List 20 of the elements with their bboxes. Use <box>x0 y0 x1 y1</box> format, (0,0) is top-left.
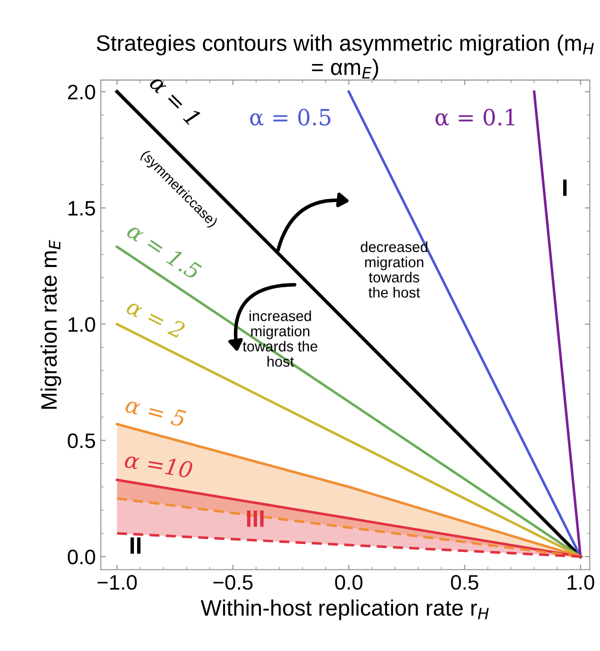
series-label: α = 0.1 <box>436 108 514 126</box>
text: α =10 <box>124 450 193 478</box>
y-tick-label: 1.5 <box>68 201 96 216</box>
y-tick-label: 1.0 <box>68 317 96 332</box>
y-tick-label: 2.0 <box>68 84 96 100</box>
x-tick-label: −0.5 <box>213 575 253 590</box>
series-label: α = 0.5 <box>250 108 330 126</box>
x-axis-title: Within-host replication rate r$_{H}$ <box>200 599 489 620</box>
annotation: II <box>130 537 140 554</box>
x-tick-label: 0.5 <box>450 575 478 590</box>
text: α = 5 <box>124 396 186 428</box>
x-tick-label: 1.0 <box>568 575 594 590</box>
text: α = 1.5 <box>126 221 202 280</box>
annotation: I <box>563 180 567 196</box>
x-tick-label: −1.0 <box>97 575 137 590</box>
y-tick-label: 0.0 <box>68 550 96 564</box>
x-tick-label: 0.0 <box>335 575 362 590</box>
text: α = 2 <box>125 297 186 339</box>
y-axis-title: Migration rate m$_{E}$ <box>40 240 62 409</box>
y-tick-label: 0.5 <box>68 433 96 448</box>
